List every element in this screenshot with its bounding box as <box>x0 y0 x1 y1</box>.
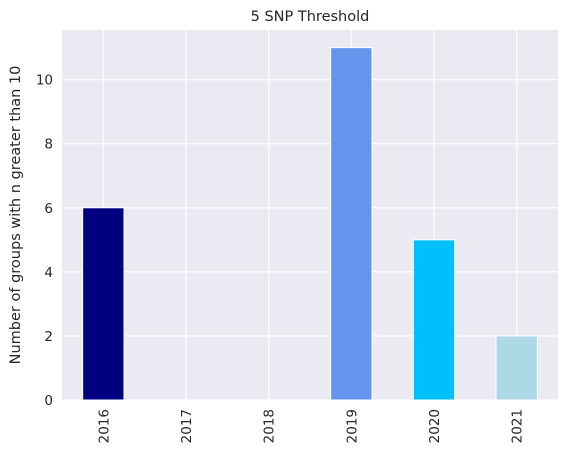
y-tick-label: 6 <box>44 201 53 217</box>
bar-2020 <box>412 239 456 401</box>
y-tick-label: 8 <box>44 137 53 153</box>
bar-2021 <box>495 335 538 401</box>
y-tick-label: 4 <box>44 265 53 281</box>
y-tick-labels: 0 2 4 6 8 10 <box>36 73 53 409</box>
y-axis-label: Number of groups with n greater than 10 <box>8 66 24 365</box>
y-tick-label: 10 <box>36 73 53 89</box>
y-tick-label: 0 <box>44 393 53 409</box>
chart-title: 5 SNP Threshold <box>251 9 370 25</box>
x-tick-label: 2018 <box>262 409 278 443</box>
plot-area <box>62 30 558 400</box>
bar-2019 <box>330 47 373 401</box>
bars <box>82 47 538 401</box>
x-tick-label: 2017 <box>179 409 195 443</box>
y-tick-label: 2 <box>44 329 53 345</box>
x-tick-label: 2016 <box>96 409 112 443</box>
bar-2016 <box>82 207 125 401</box>
x-tick-labels: 2016 2017 2018 2019 2020 2021 <box>96 409 525 443</box>
x-tick-label: 2019 <box>344 409 360 443</box>
x-tick-label: 2021 <box>510 409 526 443</box>
x-tick-label: 2020 <box>427 409 443 443</box>
